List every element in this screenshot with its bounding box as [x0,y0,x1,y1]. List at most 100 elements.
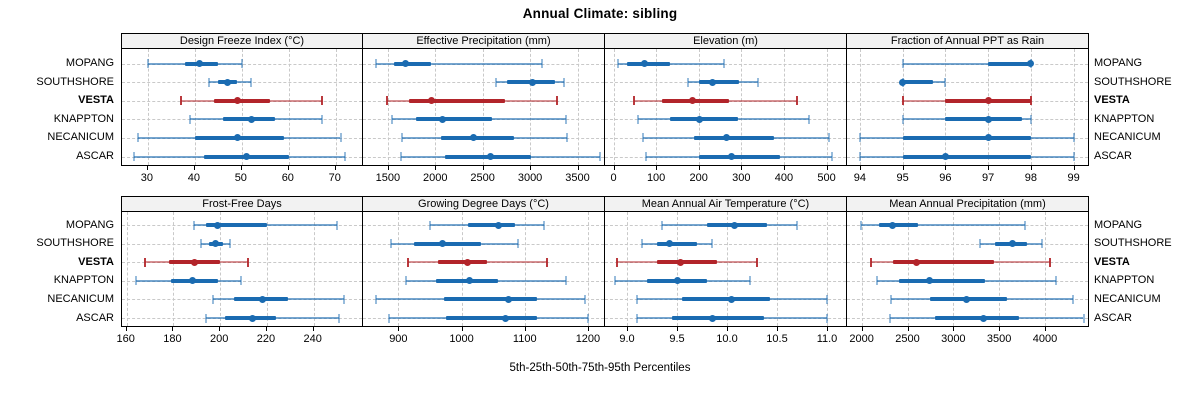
axis-tick-label: 400 [774,172,794,184]
x-axis-caption: 5th-25th-50th-75th-95th Percentiles [509,362,691,374]
whisker-cap [586,313,589,323]
gridline-vertical [241,49,243,165]
series-ascar [605,212,846,326]
whisker-cap [541,59,544,68]
whisker-cap [1055,276,1057,286]
whisker-cap [723,59,726,68]
median-dot [640,60,648,67]
interquartile-bar [408,98,506,103]
interquartile-bar [445,316,538,320]
series-mopang [122,212,362,326]
whisker-cap [494,77,497,87]
whisker-cap [555,96,558,106]
median-dot [529,78,537,86]
median-dot [188,277,196,285]
axis-tick-label: 900 [389,333,408,345]
whisker-cap [566,133,569,143]
interquartile-bar [213,98,270,103]
interquartile-bar [627,61,670,66]
axis-tick [698,166,700,170]
axis-tick [741,166,743,170]
axis-tick-label: 9.0 [619,333,635,345]
whisker-cap [616,59,619,68]
gridline-horizontal [605,243,846,245]
gridline-vertical [988,49,990,165]
axis-tick-label: 240 [303,333,322,345]
series-mopang [847,49,1088,165]
gridline-vertical [313,212,315,326]
median-dot [1009,240,1017,248]
series-vesta [847,49,1088,165]
panel-title: Design Freeze Index (°C) [179,35,305,47]
whisker-cap [1023,220,1026,230]
axis-tick [627,327,628,331]
whisker-cap [320,114,323,124]
axis-tick [1030,166,1032,170]
axis-tick [945,166,947,170]
whisker-cap [389,239,392,249]
site-label-left: ASCAR [76,150,114,162]
panel-plot [847,49,1089,166]
axis-tick [334,166,336,170]
gridline-vertical [147,49,149,165]
whisker-cap [795,96,798,106]
series-ascar [605,49,846,165]
panel-title: Mean Annual Precipitation (mm) [889,198,1046,210]
axis-tick-label: 2500 [470,172,495,184]
axis-tick [312,327,314,331]
axis-tick [783,166,785,170]
axis-tick [907,327,909,331]
whisker-cap [542,220,545,230]
interquartile-bar [657,241,697,246]
gridline-vertical [173,212,175,326]
axis-tick [530,166,532,170]
median-dot [224,78,232,86]
series-knappton [122,49,362,165]
series-ascar [363,49,604,165]
whisker-cap [901,96,904,106]
median-dot [962,295,970,303]
median-dot [984,134,992,142]
median-dot [465,277,473,285]
gridline-horizontal [122,63,362,65]
series-necanicum [847,212,1088,326]
whisker-cap [146,59,149,68]
axis-tick-label: 30 [140,172,153,184]
gridline-vertical [266,212,268,326]
median-dot [196,60,204,67]
series-knappton [847,212,1088,326]
axis-tick [826,166,828,170]
axis-tick-label: 96 [939,172,952,184]
axis-tick-label: 3000 [941,333,966,345]
site-label-left: KNAPPTON [53,274,114,287]
median-dot [439,115,447,123]
series-vesta [605,49,846,165]
whisker-cap [406,257,409,267]
whisker-cap [247,257,250,267]
axis-tick [172,327,174,331]
whisker-cap [1029,96,1032,106]
whisker-cap [749,276,751,286]
gridline-vertical [461,212,463,326]
median-dot [926,277,933,285]
whisker-cap [599,152,602,161]
axis-tick [240,166,242,170]
interquartile-bar [682,297,770,302]
gridline-vertical [826,49,828,165]
interquartile-bar [694,135,775,140]
gridline-vertical [627,212,628,326]
median-dot [233,134,241,142]
whisker-cap [428,220,431,230]
series-knappton [363,212,604,326]
panel-title: Frost-Free Days [202,198,282,210]
gridline-vertical [656,49,658,165]
interquartile-bar [902,154,1031,159]
axis-tick-label: 97 [981,172,995,184]
whisker-cap [132,152,135,161]
series-ascar [847,49,1088,165]
series-vesta [122,212,362,326]
whisker-line [902,62,1031,65]
site-label-left: MOPANG [65,57,114,69]
whisker-cap [889,313,892,323]
